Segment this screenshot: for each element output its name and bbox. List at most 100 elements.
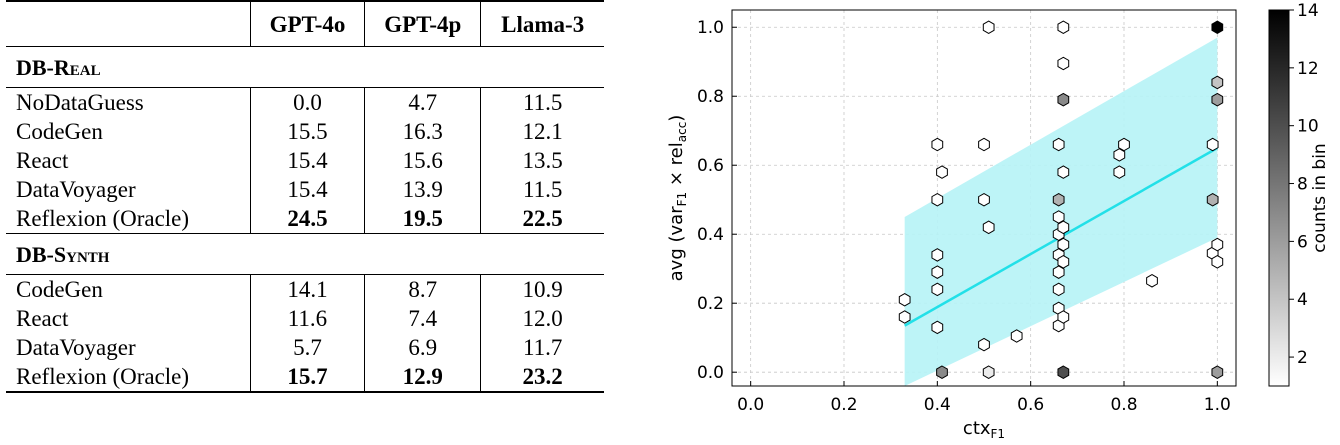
value-cell: 0.0 xyxy=(249,87,365,117)
colorbar-ticks: 2 4 6 8 10 12 14 xyxy=(1289,1,1319,368)
x-tick-label: 0.0 xyxy=(737,395,764,415)
value-cell: 14.1 xyxy=(249,274,365,304)
hexbin-cell xyxy=(931,265,944,279)
hexbin-cell xyxy=(1057,20,1070,35)
hexbin-chart-svg: 0.0 0.2 0.4 0.6 0.8 1.0 0.0 0.2 0.4 0.6 0.8 1.0 ct… xyxy=(666,1,1330,441)
y-axis-label: avg (varF1 × relacc) xyxy=(666,115,689,282)
y-tick-label: 1.0 xyxy=(697,18,724,38)
value-cell: 6.9 xyxy=(364,333,481,362)
table-row: React 11.6 7.4 12.0 xyxy=(6,304,604,333)
x-tick-label: 0.4 xyxy=(924,395,951,415)
x-tick-label: 0.6 xyxy=(1017,395,1044,415)
method-cell: Reflexion (Oracle) xyxy=(16,206,190,231)
hexbin-cell xyxy=(1211,20,1224,35)
hexbin-cell xyxy=(1113,148,1126,162)
colorbar-label: counts in bin xyxy=(1310,143,1330,252)
hexbin-cell xyxy=(1057,310,1070,324)
colorbar xyxy=(1268,9,1290,387)
section-title: DB-Real xyxy=(16,54,101,80)
x-tick-label: 0.2 xyxy=(830,395,857,415)
table-header-row: GPT-4o GPT-4p Llama-3 xyxy=(6,1,604,47)
value-cell: 15.7 xyxy=(249,362,365,392)
y-tick-label: 0.2 xyxy=(697,294,724,314)
hexbin-cell xyxy=(1118,137,1130,152)
hexbin-cell xyxy=(978,192,990,207)
value-cell: 12.0 xyxy=(480,304,604,333)
table-row: DataVoyager 5.7 6.9 11.7 xyxy=(6,333,604,362)
colorbar-tick-label: 6 xyxy=(1297,232,1308,252)
table-row: DataVoyager 15.4 13.9 11.5 xyxy=(6,175,604,204)
value-cell: 13.5 xyxy=(480,146,604,175)
column-header: GPT-4o xyxy=(249,1,365,47)
method-cell: DataVoyager xyxy=(16,177,136,202)
colorbar-tick-label: 2 xyxy=(1297,348,1308,368)
hexbin-cell xyxy=(931,137,944,152)
method-cell: DataVoyager xyxy=(16,335,136,360)
hexbin-cell xyxy=(1206,192,1219,207)
hexbin-cell xyxy=(1052,192,1065,207)
section-title: DB-Synth xyxy=(16,241,110,267)
hexbin-cell xyxy=(1211,255,1224,269)
hexbin-cell xyxy=(978,337,990,352)
hexbin-cell xyxy=(1057,220,1070,235)
value-cell: 24.5 xyxy=(249,204,365,234)
table-row: Reflexion (Oracle) 24.5 19.5 22.5 xyxy=(6,204,604,234)
hexbin-cell xyxy=(1211,365,1224,379)
hexbin-cell xyxy=(1057,56,1070,71)
value-cell: 10.9 xyxy=(480,274,604,304)
value-cell: 4.7 xyxy=(364,87,481,117)
y-tick-label: 0.6 xyxy=(697,156,724,176)
hexbin-cell xyxy=(898,310,911,324)
hexbin-cell xyxy=(1057,237,1070,252)
y-tick-label: 0.8 xyxy=(697,87,724,107)
hexbin-cell xyxy=(1010,329,1023,343)
hexbin-cell xyxy=(1211,237,1224,252)
hexbin-cell xyxy=(978,137,990,152)
value-cell: 22.5 xyxy=(480,204,604,234)
hexbin-cell xyxy=(1211,92,1224,107)
value-cell: 11.6 xyxy=(249,304,365,333)
value-cell: 16.3 xyxy=(364,117,481,146)
table-row: NoDataGuess 0.0 4.7 11.5 xyxy=(6,87,604,117)
method-cell: NoDataGuess xyxy=(16,90,144,115)
plot-frame xyxy=(731,9,1237,387)
hexbin-cell xyxy=(1052,282,1065,297)
hexbin-cell xyxy=(1052,265,1065,279)
method-cell: React xyxy=(16,306,69,331)
colorbar-tick-label: 4 xyxy=(1297,290,1308,310)
value-cell: 12.9 xyxy=(364,362,481,392)
section-header-row: DB-Synth xyxy=(6,233,604,275)
value-cell: 11.5 xyxy=(480,175,604,204)
results-table-grid: GPT-4o GPT-4p Llama-3 DB-Real NoDataGuess… xyxy=(6,0,604,393)
hexbin-chart: 0.0 0.2 0.4 0.6 0.8 1.0 0.0 0.2 0.4 0.6 0.8 1.0 ct… xyxy=(640,0,1340,441)
value-cell: 15.4 xyxy=(249,175,365,204)
table-row: CodeGen 15.5 16.3 12.1 xyxy=(6,117,604,146)
hexbin-cell xyxy=(931,320,944,335)
table-row: React 15.4 15.6 13.5 xyxy=(6,146,604,175)
value-cell: 19.5 xyxy=(364,204,481,234)
column-header: Llama-3 xyxy=(480,1,604,47)
y-tick-label: 0.4 xyxy=(697,225,724,245)
hexbin-cell xyxy=(1057,255,1070,269)
hexbin-cell xyxy=(1057,365,1070,379)
hexbin-cell xyxy=(1206,137,1219,152)
hexbin-cell xyxy=(1146,274,1158,288)
hexbin-cell xyxy=(936,365,948,379)
hexbin-cell xyxy=(898,292,911,307)
hexbin-cell xyxy=(982,365,995,379)
hexbin-cell xyxy=(931,192,944,207)
hexbin-cell xyxy=(1057,165,1070,179)
x-tick-label: 1.0 xyxy=(1204,395,1231,415)
hexbin-cell xyxy=(1113,165,1126,179)
y-axis-ticks: 0.0 0.2 0.4 0.6 0.8 1.0 xyxy=(697,18,737,383)
value-cell: 15.4 xyxy=(249,146,365,175)
y-tick-label: 0.0 xyxy=(697,363,724,383)
value-cell: 23.2 xyxy=(480,362,604,392)
results-table: GPT-4o GPT-4p Llama-3 DB-Real NoDataGuess… xyxy=(6,0,604,440)
colorbar-tick-label: 8 xyxy=(1297,175,1308,195)
method-cell: React xyxy=(16,148,69,173)
hexbin-cell xyxy=(982,220,995,235)
table-row: CodeGen 14.1 8.7 10.9 xyxy=(6,274,604,304)
hexbin-cell xyxy=(1211,75,1224,90)
method-cell: CodeGen xyxy=(16,277,103,302)
